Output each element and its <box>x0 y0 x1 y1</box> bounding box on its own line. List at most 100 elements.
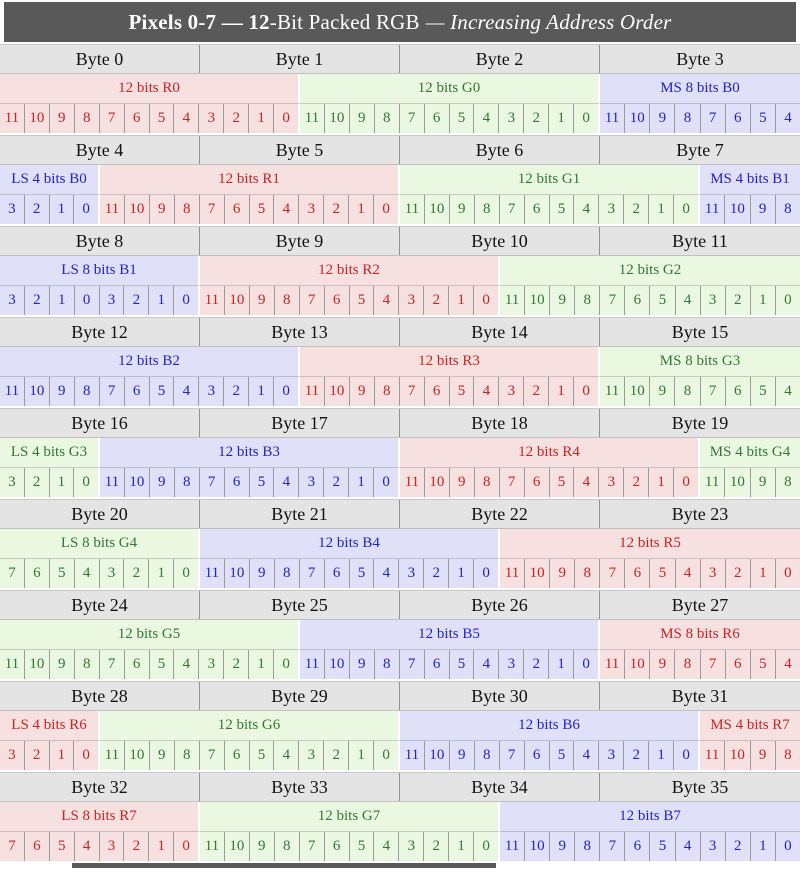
bit-cell: 4 <box>676 559 701 588</box>
bit-segment: 11 10 9 8 7 6 5 4 <box>600 650 800 679</box>
byte-header-cell: Byte 30 <box>400 682 600 710</box>
segment-label: 12 bits B3 <box>100 438 400 468</box>
bit-cell: 11 <box>700 741 726 770</box>
bit-cell: 11 <box>400 741 425 770</box>
segment-label: 12 bits G6 <box>100 711 400 741</box>
bit-cell: 3 <box>399 286 425 315</box>
bit-cell: 2 <box>624 741 650 770</box>
byte-header-cell: Byte 20 <box>0 500 200 528</box>
bit-cell: 1 <box>149 832 175 861</box>
byte-header-cell: Byte 23 <box>671 503 729 524</box>
bit-cell: 10 <box>725 741 751 770</box>
bit-cell: 7 <box>500 195 525 224</box>
bit-cell: 4 <box>174 104 200 133</box>
segment-label: 12 bits R2 <box>200 256 500 286</box>
bit-cell: 7 <box>600 832 626 861</box>
byte-header-cell: Byte 12 <box>0 318 200 346</box>
bit-cell: 4 <box>784 383 792 399</box>
bit-cell: 2 <box>624 468 650 497</box>
bit-cell: 6 <box>726 650 751 679</box>
segment-label: 12 bits R3 <box>300 347 600 377</box>
bit-cell: 9 <box>350 104 375 133</box>
byte-header-row: Byte 24 Byte 25 Byte 26 Byte 27 <box>0 590 800 620</box>
bit-cell: 5 <box>250 468 275 497</box>
bit-cell: 3 <box>100 286 125 315</box>
bit-segment: 11 10 9 8 7 6 5 4 3 2 1 0 <box>400 468 700 497</box>
bit-cell: 3 <box>100 559 125 588</box>
bit-cell: 11 <box>600 377 626 406</box>
bit-cell: 2 <box>424 286 450 315</box>
bit-segment: 11 10 9 8 7 6 5 4 3 2 1 0 <box>100 195 400 224</box>
segment-label: LS 8 bits G4 <box>0 529 200 559</box>
bit-cell: 8 <box>375 650 400 679</box>
bit-cell: 4 <box>75 832 100 861</box>
bit-cell: 8 <box>575 559 601 588</box>
bit-cell: 9 <box>50 104 75 133</box>
bit-cell: 0 <box>182 292 190 308</box>
bit-cell: 8 <box>375 377 400 406</box>
title-format-text: -Bit Packed RGB <box>269 9 420 34</box>
bit-cell: 10 <box>525 832 551 861</box>
bit-cell: 8 <box>475 195 500 224</box>
bit-cell: 6 <box>525 468 550 497</box>
segment-label-row: 12 bits G5 12 bits B5 MS 8 bits R6 <box>0 620 800 650</box>
segment-label: 12 bits B6 <box>400 711 700 741</box>
bit-segment: 11 10 9 8 <box>700 195 800 224</box>
bit-cell: 2 <box>324 741 350 770</box>
bit-segment: 11 10 9 8 7 6 5 4 3 2 1 0 <box>100 468 400 497</box>
bit-cell: 0 <box>282 656 290 672</box>
packing-table: Byte 0 Byte 1 Byte 2 Byte 3 12 bits R0 12 bit… <box>0 44 800 861</box>
bit-cell: 2 <box>25 741 50 770</box>
bit-cell: 9 <box>650 377 676 406</box>
byte-header-cell: Byte 26 <box>400 591 600 619</box>
bit-cell: 0 <box>182 565 190 581</box>
bit-cell: 0 <box>482 292 490 308</box>
bit-cell: 2 <box>25 468 50 497</box>
segment-label: LS 4 bits R6 <box>0 711 100 741</box>
bit-cell: 4 <box>274 195 300 224</box>
bit-cell: 2 <box>624 195 650 224</box>
bit-cell: 0 <box>582 110 590 126</box>
bit-cell: 1 <box>649 195 675 224</box>
bit-cell: 2 <box>424 832 450 861</box>
segment-label: 12 bits R0 <box>0 74 300 104</box>
bit-cell: 6 <box>625 832 651 861</box>
bit-cell: 3 <box>199 377 225 406</box>
bit-cell: 8 <box>475 741 500 770</box>
byte-header-cell: Byte 22 <box>400 500 600 528</box>
bit-segment: 11 10 9 8 <box>700 741 800 770</box>
bit-cell: 10 <box>225 832 250 861</box>
bit-cell: 7 <box>600 559 626 588</box>
bit-cell: 5 <box>550 741 575 770</box>
bit-cell: 9 <box>350 650 375 679</box>
bit-cell: 1 <box>549 104 575 133</box>
bit-cell: 8 <box>675 650 701 679</box>
bit-cell: 11 <box>600 650 626 679</box>
bit-cell: 8 <box>175 468 200 497</box>
bit-cell: 7 <box>300 559 325 588</box>
segment-label: MS 8 bits B0 <box>600 74 800 104</box>
bit-cell: 1 <box>149 559 175 588</box>
bit-segment: 11 10 9 8 7 6 5 4 3 2 1 0 <box>100 741 400 770</box>
bit-cell: 9 <box>650 104 676 133</box>
bit-cell: 11 <box>400 468 425 497</box>
bit-cell: 0 <box>682 201 690 217</box>
segment-label: 12 bits G0 <box>300 74 600 104</box>
bit-cell: 3 <box>701 559 726 588</box>
segment-label-row: LS 8 bits G4 12 bits B4 12 bits R5 <box>0 529 800 559</box>
bit-cell: 10 <box>725 195 751 224</box>
bit-cell: 6 <box>525 741 550 770</box>
bit-cell: 10 <box>625 377 651 406</box>
bit-cell: 4 <box>784 110 792 126</box>
bit-cell: 4 <box>374 286 400 315</box>
bit-cell: 3 <box>199 650 225 679</box>
bit-number-row: 11 10 9 8 7 6 5 4 3 2 1 0 11 10 9 8 7 6 5 4 3 2 1 0 11 10 9 8 7 6 5 4 <box>0 104 800 133</box>
bit-cell: 4 <box>676 286 701 315</box>
bit-cell: 3 <box>399 832 425 861</box>
bit-cell: 9 <box>550 832 576 861</box>
bit-segment: 11 10 9 8 7 6 5 4 3 2 1 0 <box>300 104 600 133</box>
bit-cell: 0 <box>82 201 90 217</box>
bit-cell: 1 <box>751 559 776 588</box>
